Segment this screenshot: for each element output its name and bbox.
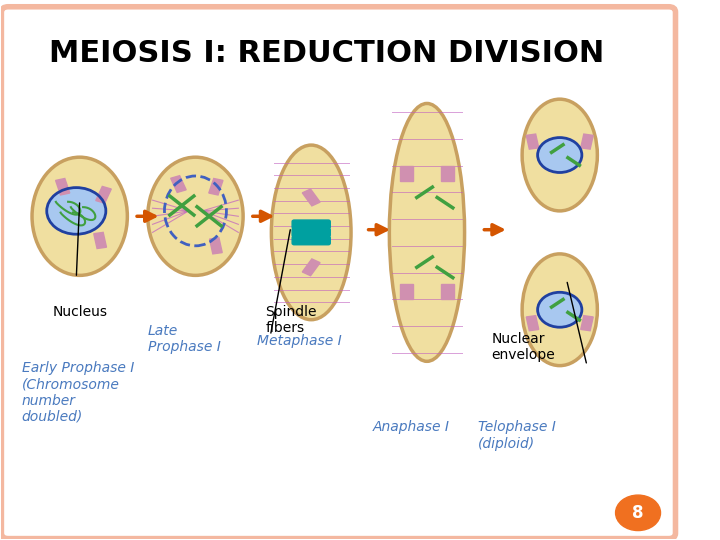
Circle shape (47, 187, 106, 234)
Polygon shape (526, 316, 539, 330)
Text: MEIOSIS I: REDUCTION DIVISION: MEIOSIS I: REDUCTION DIVISION (49, 39, 604, 68)
Text: Early Prophase I
(Chromosome
number
doubled): Early Prophase I (Chromosome number doub… (22, 361, 134, 424)
Ellipse shape (522, 99, 598, 211)
Circle shape (538, 138, 582, 172)
Polygon shape (441, 166, 454, 181)
Ellipse shape (271, 145, 351, 320)
Ellipse shape (390, 104, 464, 361)
Text: Telophase I
(diploid): Telophase I (diploid) (478, 421, 556, 450)
Ellipse shape (522, 254, 598, 366)
Ellipse shape (148, 157, 243, 275)
Polygon shape (210, 238, 222, 254)
Polygon shape (209, 179, 223, 195)
Text: Late
Prophase I: Late Prophase I (148, 323, 220, 354)
Text: Anaphase I: Anaphase I (372, 421, 449, 434)
Polygon shape (96, 186, 112, 203)
Ellipse shape (32, 157, 127, 275)
FancyBboxPatch shape (292, 228, 330, 237)
Text: Nuclear
envelope: Nuclear envelope (492, 332, 555, 362)
Text: Nucleus: Nucleus (53, 305, 107, 319)
Polygon shape (581, 316, 593, 330)
Polygon shape (581, 134, 593, 149)
FancyBboxPatch shape (292, 220, 330, 228)
Text: 8: 8 (632, 504, 644, 522)
Polygon shape (441, 284, 454, 299)
Circle shape (538, 292, 582, 327)
Polygon shape (526, 134, 539, 149)
Polygon shape (171, 176, 186, 192)
Text: Metaphase I: Metaphase I (257, 334, 341, 348)
Polygon shape (400, 284, 413, 299)
FancyBboxPatch shape (292, 236, 330, 245)
FancyBboxPatch shape (1, 7, 675, 538)
Polygon shape (302, 189, 320, 206)
Circle shape (616, 495, 660, 531)
Polygon shape (55, 179, 70, 195)
Text: Spindle
fibers: Spindle fibers (266, 305, 317, 335)
Polygon shape (302, 259, 320, 276)
Polygon shape (94, 232, 107, 248)
Polygon shape (400, 166, 413, 181)
